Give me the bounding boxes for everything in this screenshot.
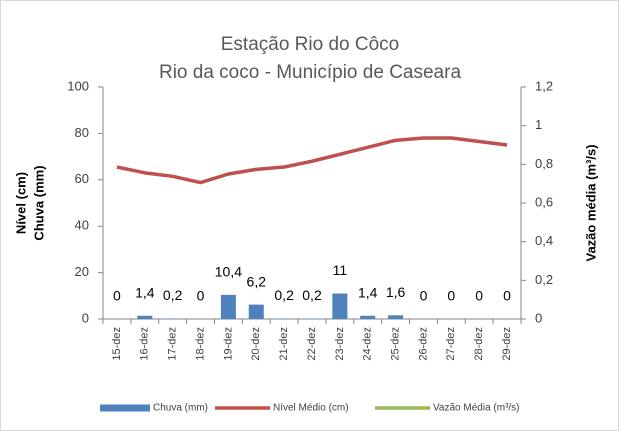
y-tick-label: 60 xyxy=(75,171,89,186)
x-tick-label: 17-dez xyxy=(167,327,179,361)
x-tick-label: 16-dez xyxy=(139,327,151,361)
y2-tick-label: 0 xyxy=(535,310,542,325)
bar xyxy=(360,315,376,319)
data-label: 0 xyxy=(475,288,483,304)
legend-label: Chuva (mm) xyxy=(153,403,208,414)
x-tick-label: 18-dez xyxy=(194,327,206,361)
x-tick-label: 21-dez xyxy=(278,327,290,361)
x-tick-label: 19-dez xyxy=(222,327,234,361)
y-axis-title: Nível (cm) xyxy=(13,172,28,234)
legend-swatch xyxy=(100,404,150,412)
data-label: 0 xyxy=(503,288,511,304)
bar xyxy=(388,315,404,319)
bar xyxy=(248,304,264,319)
chart-subtitle: Rio da coco - Município de Caseara xyxy=(159,62,461,83)
x-tick-label: 24-dez xyxy=(362,327,374,361)
y2-tick-label: 0,2 xyxy=(535,272,553,287)
data-label: 0,2 xyxy=(163,287,183,303)
x-tick-label: 28-dez xyxy=(473,327,485,361)
x-tick-label: 26-dez xyxy=(417,327,429,361)
x-tick-label: 20-dez xyxy=(250,327,262,361)
y2-tick-label: 0,4 xyxy=(535,233,553,248)
x-tick-label: 15-dez xyxy=(111,327,123,361)
data-label: 0,2 xyxy=(274,287,294,303)
legend-label: Vazão Média (m³/s) xyxy=(433,403,520,414)
data-label: 1,4 xyxy=(135,284,155,300)
x-tick-label: 22-dez xyxy=(306,327,318,361)
y2-tick-label: 0,6 xyxy=(535,194,553,209)
x-tick-label: 25-dez xyxy=(390,327,402,361)
line xyxy=(116,136,508,185)
data-label: 1,6 xyxy=(386,284,406,300)
y-tick-label: 0 xyxy=(82,310,89,325)
y-tick-label: 20 xyxy=(75,264,89,279)
y-axis-title: Chuva (mm) xyxy=(31,165,46,240)
y-tick-label: 40 xyxy=(75,218,89,233)
y2-axis-title: Vazão média (m³/s) xyxy=(583,144,598,261)
y2-tick-label: 0,8 xyxy=(535,156,553,171)
data-label: 0 xyxy=(113,288,121,304)
bar xyxy=(220,294,236,319)
data-label: 0 xyxy=(197,288,205,304)
data-label: 0,2 xyxy=(302,287,322,303)
chart-title: Estação Rio do Côco xyxy=(221,34,400,55)
data-label: 11 xyxy=(333,262,348,278)
bar xyxy=(137,315,153,319)
data-label: 0 xyxy=(447,288,455,304)
data-label: 10,4 xyxy=(215,264,242,280)
x-tick-label: 27-dez xyxy=(445,327,457,361)
legend-label: Nível Médio (cm) xyxy=(273,403,349,414)
data-label: 0 xyxy=(420,288,428,304)
data-label: 1,4 xyxy=(358,284,378,300)
x-tick-label: 29-dez xyxy=(501,327,513,361)
y-tick-label: 100 xyxy=(67,78,89,93)
bar xyxy=(332,293,348,319)
y2-tick-label: 1 xyxy=(535,117,542,132)
x-tick-label: 23-dez xyxy=(334,327,346,361)
data-label: 6,2 xyxy=(247,273,267,289)
y-tick-label: 80 xyxy=(75,125,89,140)
y2-tick-label: 1,2 xyxy=(535,78,553,93)
